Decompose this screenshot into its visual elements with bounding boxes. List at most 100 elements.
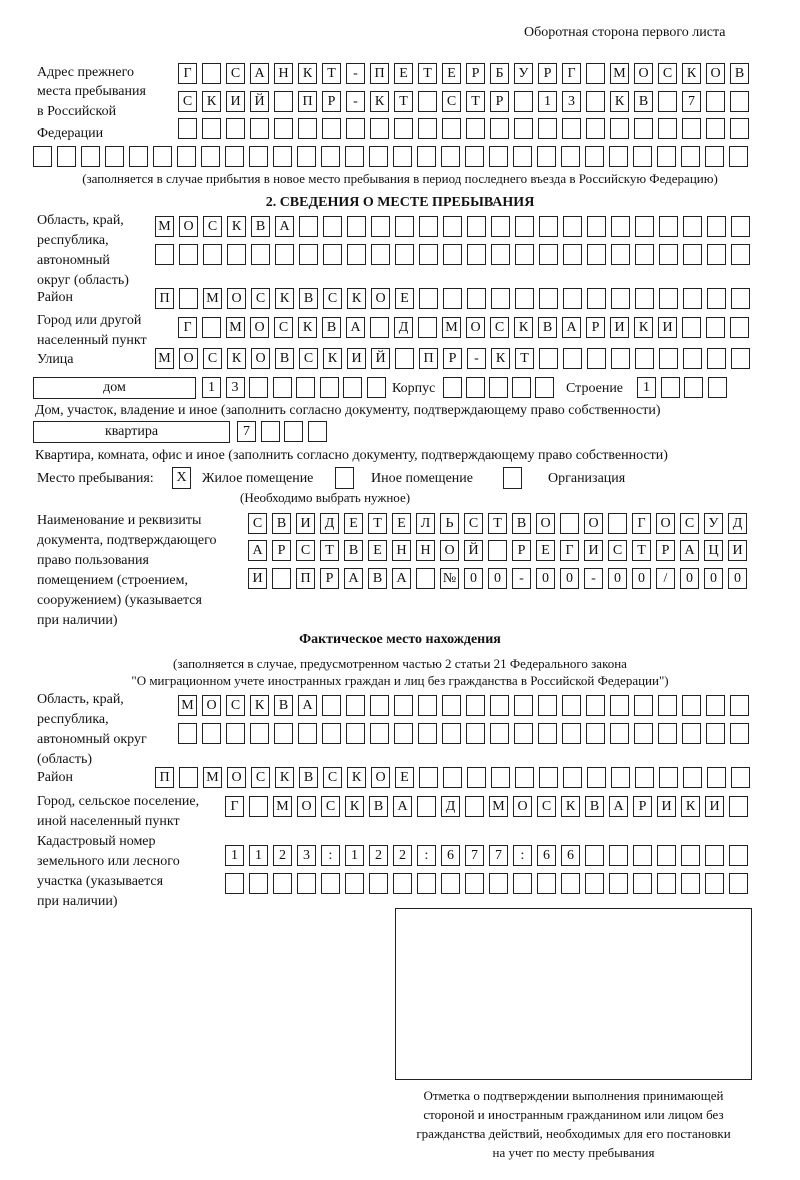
- previous-address-row-cell[interactable]: П: [370, 63, 389, 84]
- actual-city-row-cell[interactable]: Р: [633, 796, 652, 817]
- previous-address-row-cell[interactable]: [129, 146, 148, 167]
- document-row-cell[interactable]: 0: [680, 568, 699, 589]
- previous-address-row-cell[interactable]: Т: [418, 63, 437, 84]
- region-row-cell[interactable]: [683, 244, 702, 265]
- actual-region-row-cell[interactable]: М: [178, 695, 197, 716]
- cadastral-row-cell[interactable]: 6: [537, 845, 556, 866]
- document-row-cell[interactable]: С: [296, 540, 315, 561]
- document-row-cell[interactable]: 0: [704, 568, 723, 589]
- cadastral-row-cell[interactable]: [609, 873, 628, 894]
- previous-address-row-cell[interactable]: [682, 118, 701, 139]
- region-row-cell[interactable]: [635, 244, 654, 265]
- actual-district-row-cell[interactable]: [179, 767, 198, 788]
- previous-address-row-cell[interactable]: [81, 146, 100, 167]
- document-row-cell[interactable]: И: [584, 540, 603, 561]
- document-row-cell[interactable]: А: [392, 568, 411, 589]
- cadastral-row-cell[interactable]: [657, 873, 676, 894]
- document-row-cell[interactable]: Н: [392, 540, 411, 561]
- actual-region-row-cell[interactable]: [658, 695, 677, 716]
- actual-district-row-cell[interactable]: К: [275, 767, 294, 788]
- actual-district-row-cell[interactable]: Е: [395, 767, 414, 788]
- street-row-cell[interactable]: Т: [515, 348, 534, 369]
- district-row-cell[interactable]: [731, 288, 750, 309]
- cadastral-row-cell[interactable]: [585, 873, 604, 894]
- region-row-cell[interactable]: [731, 244, 750, 265]
- actual-city-row-cell[interactable]: Г: [225, 796, 244, 817]
- region-row-cell[interactable]: [155, 244, 174, 265]
- region-row-cell[interactable]: [419, 244, 438, 265]
- actual-city-row-cell[interactable]: И: [705, 796, 724, 817]
- actual-city-row-cell[interactable]: О: [297, 796, 316, 817]
- previous-address-row-cell[interactable]: [417, 146, 436, 167]
- document-row-cell[interactable]: Е: [344, 513, 363, 534]
- district-row-cell[interactable]: С: [323, 288, 342, 309]
- district-row-cell[interactable]: О: [227, 288, 246, 309]
- actual-city-row-cell[interactable]: С: [537, 796, 556, 817]
- document-row-cell[interactable]: В: [272, 513, 291, 534]
- district-row-cell[interactable]: [179, 288, 198, 309]
- actual-region-row-cell[interactable]: О: [202, 695, 221, 716]
- previous-address-row-cell[interactable]: [466, 118, 485, 139]
- actual-city-row-cell[interactable]: В: [585, 796, 604, 817]
- region-row-cell[interactable]: [611, 216, 630, 237]
- actual-district-row-cell[interactable]: О: [227, 767, 246, 788]
- cadastral-row-cell[interactable]: [609, 845, 628, 866]
- district-row-cell[interactable]: [443, 288, 462, 309]
- actual-district-row-cell[interactable]: [467, 767, 486, 788]
- cadastral-row-cell[interactable]: [729, 873, 748, 894]
- document-row-cell[interactable]: 0: [632, 568, 651, 589]
- previous-address-row-cell[interactable]: А: [250, 63, 269, 84]
- previous-address-row-cell[interactable]: [322, 118, 341, 139]
- document-row-cell[interactable]: [560, 513, 579, 534]
- previous-address-row-cell[interactable]: [274, 91, 293, 112]
- district-row-cell[interactable]: [467, 288, 486, 309]
- actual-district-row-cell[interactable]: [563, 767, 582, 788]
- district-row-cell[interactable]: [563, 288, 582, 309]
- actual-region-row-cell[interactable]: [250, 723, 269, 744]
- region-row-cell[interactable]: [539, 244, 558, 265]
- street-row-cell[interactable]: Р: [443, 348, 462, 369]
- document-row-cell[interactable]: 0: [608, 568, 627, 589]
- document-row-cell[interactable]: Й: [464, 540, 483, 561]
- cadastral-row-cell[interactable]: [705, 845, 724, 866]
- korpus-row-cell[interactable]: [443, 377, 462, 398]
- region-row-cell[interactable]: О: [179, 216, 198, 237]
- cadastral-row-cell[interactable]: 1: [225, 845, 244, 866]
- document-row-cell[interactable]: Т: [488, 513, 507, 534]
- actual-region-row-cell[interactable]: [682, 723, 701, 744]
- document-row-cell[interactable]: А: [344, 568, 363, 589]
- previous-address-row-cell[interactable]: [706, 91, 725, 112]
- previous-address-row-cell[interactable]: К: [370, 91, 389, 112]
- previous-address-row-cell[interactable]: М: [610, 63, 629, 84]
- previous-address-row-cell[interactable]: [418, 91, 437, 112]
- previous-address-row-cell[interactable]: Б: [490, 63, 509, 84]
- checkbox-other-premises[interactable]: [335, 467, 354, 489]
- actual-region-row-cell[interactable]: [610, 723, 629, 744]
- document-row-cell[interactable]: -: [584, 568, 603, 589]
- document-row-cell[interactable]: А: [680, 540, 699, 561]
- document-row-cell[interactable]: Р: [272, 540, 291, 561]
- document-row-cell[interactable]: Д: [320, 513, 339, 534]
- region-row-cell[interactable]: К: [227, 216, 246, 237]
- document-row-cell[interactable]: Е: [368, 540, 387, 561]
- cadastral-row-cell[interactable]: 7: [465, 845, 484, 866]
- cadastral-row-cell[interactable]: [225, 873, 244, 894]
- previous-address-row-cell[interactable]: Й: [250, 91, 269, 112]
- previous-address-row-cell[interactable]: [489, 146, 508, 167]
- region-row-cell[interactable]: [659, 244, 678, 265]
- cadastral-row-cell[interactable]: 6: [441, 845, 460, 866]
- document-row-cell[interactable]: 0: [488, 568, 507, 589]
- actual-district-row-cell[interactable]: С: [251, 767, 270, 788]
- city-row-cell[interactable]: О: [466, 317, 485, 338]
- previous-address-row-cell[interactable]: [537, 146, 556, 167]
- document-row-cell[interactable]: Ц: [704, 540, 723, 561]
- cadastral-row-cell[interactable]: :: [513, 845, 532, 866]
- street-row-cell[interactable]: И: [347, 348, 366, 369]
- building-row-cell[interactable]: [660, 377, 680, 398]
- cadastral-row-cell[interactable]: 1: [249, 845, 268, 866]
- city-row-cell[interactable]: М: [442, 317, 461, 338]
- actual-city-row-cell[interactable]: А: [393, 796, 412, 817]
- region-row-cell[interactable]: [587, 216, 606, 237]
- street-row-cell[interactable]: О: [179, 348, 198, 369]
- street-row-cell[interactable]: [611, 348, 630, 369]
